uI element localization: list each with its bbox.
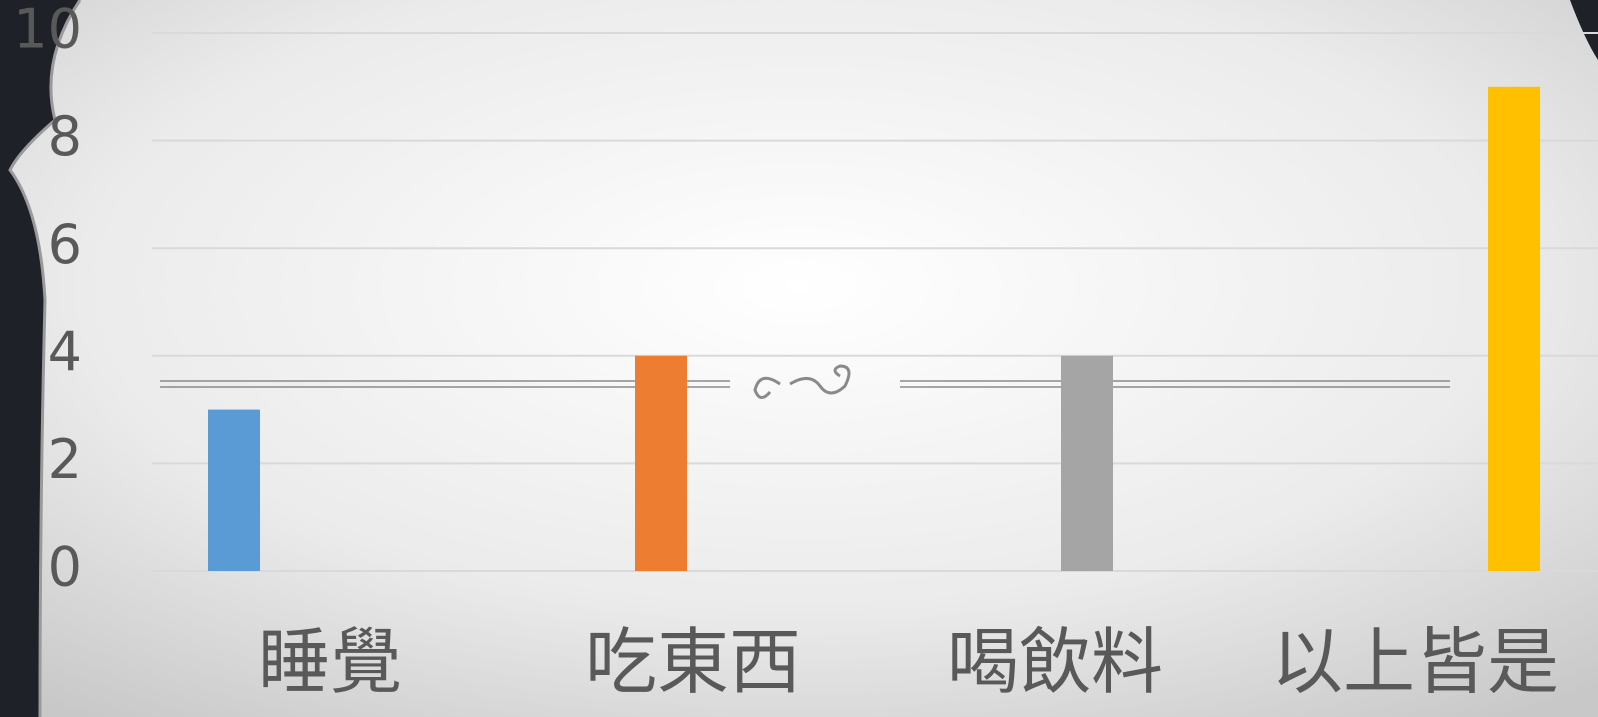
frame-edge — [8, 0, 82, 717]
y-tick-label: 2 — [48, 428, 82, 491]
y-tick-label: 6 — [48, 213, 82, 276]
x-tick-label: 睡覺 — [258, 620, 402, 704]
x-tick-label: 喝飲料 — [947, 620, 1163, 704]
plot: 0 2 4 6 8 10 睡覺 吃東西 喝飲料 以上皆是 — [13, 0, 1598, 704]
bar — [1061, 355, 1113, 571]
y-tick-label: 4 — [48, 320, 82, 383]
x-tick-label: 吃東西 — [585, 620, 801, 704]
left-frame — [0, 0, 80, 717]
bar — [635, 355, 687, 571]
right-frame — [1570, 0, 1598, 60]
y-tick-label: 10 — [13, 0, 82, 61]
y-tick-label: 8 — [48, 105, 82, 168]
bar — [1488, 86, 1540, 572]
x-tick-label: 以上皆是 — [1271, 620, 1559, 704]
y-tick-label: 0 — [48, 536, 82, 599]
bar — [208, 409, 260, 571]
